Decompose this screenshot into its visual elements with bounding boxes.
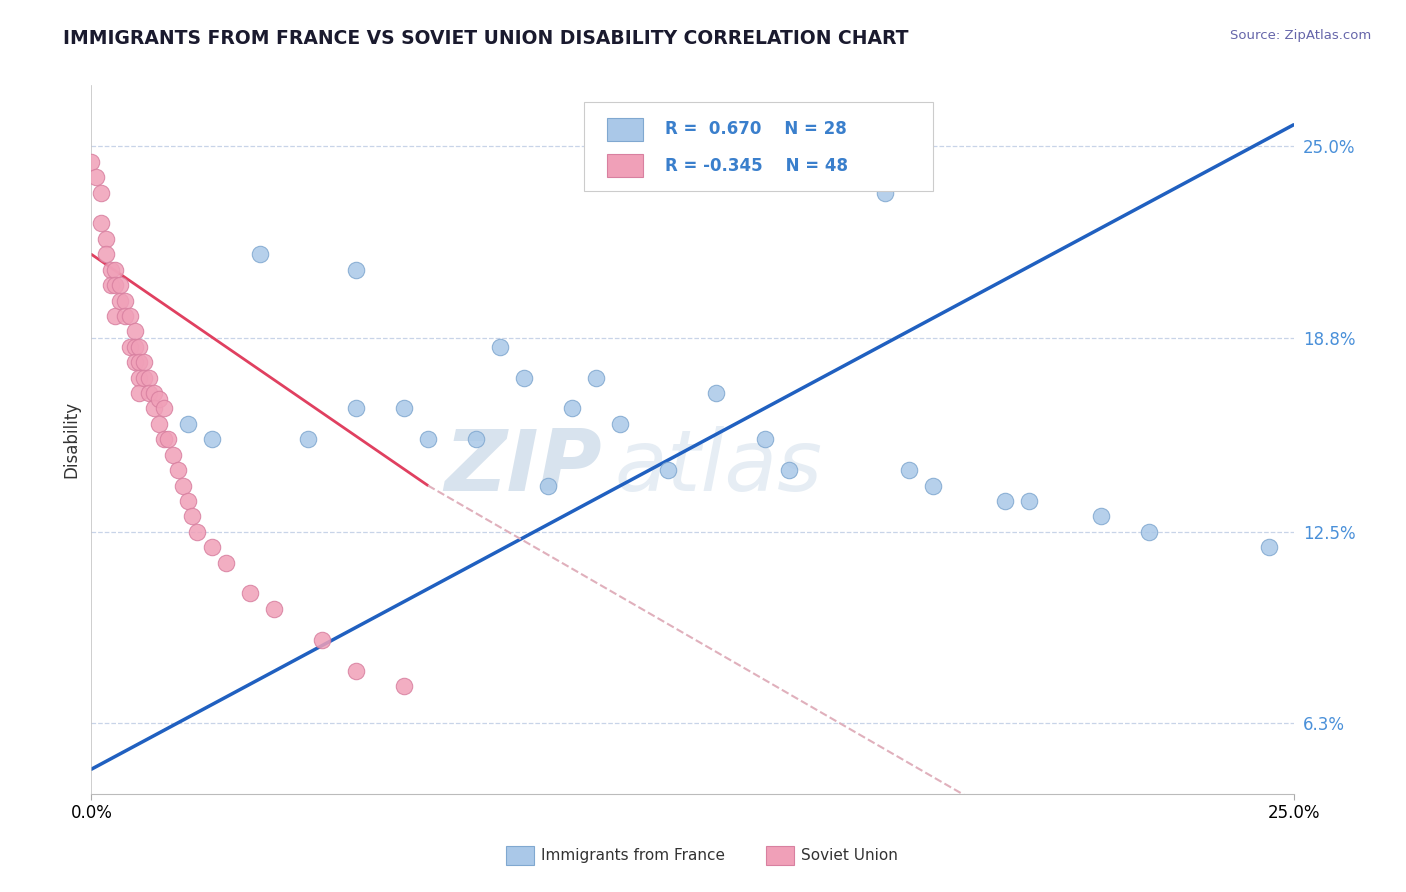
Point <box>152 433 174 447</box>
Point <box>201 540 224 554</box>
Point <box>134 370 156 384</box>
Point <box>128 386 150 401</box>
Point <box>104 278 127 293</box>
Point <box>118 340 141 354</box>
Point <box>114 293 136 308</box>
Text: atlas: atlas <box>614 426 823 509</box>
Point <box>1090 509 1112 524</box>
Point <box>148 392 170 407</box>
Point <box>90 217 112 231</box>
Point <box>801 154 824 169</box>
Point <box>392 401 415 416</box>
Point <box>249 247 271 261</box>
Point <box>344 262 367 277</box>
Point <box>138 370 160 384</box>
Text: ZIP: ZIP <box>444 426 602 509</box>
Point <box>176 417 198 431</box>
Point <box>142 401 165 416</box>
Point <box>344 401 367 416</box>
Point <box>215 556 238 570</box>
FancyBboxPatch shape <box>607 118 643 141</box>
Point <box>609 417 631 431</box>
Point <box>561 401 583 416</box>
Point <box>994 494 1017 508</box>
Y-axis label: Disability: Disability <box>62 401 80 478</box>
Point <box>162 448 184 462</box>
Point <box>134 355 156 369</box>
Point <box>124 355 146 369</box>
Point <box>138 386 160 401</box>
Point <box>392 679 415 693</box>
Point <box>100 262 122 277</box>
Point <box>344 664 367 678</box>
FancyBboxPatch shape <box>607 154 643 177</box>
Point <box>897 463 920 477</box>
Point <box>124 340 146 354</box>
Point <box>167 463 190 477</box>
Point <box>148 417 170 431</box>
Point <box>706 386 728 401</box>
Point <box>118 309 141 323</box>
Point <box>90 186 112 200</box>
Point <box>176 494 198 508</box>
Point <box>754 433 776 447</box>
Point <box>489 340 512 354</box>
Point <box>94 232 117 246</box>
Text: IMMIGRANTS FROM FRANCE VS SOVIET UNION DISABILITY CORRELATION CHART: IMMIGRANTS FROM FRANCE VS SOVIET UNION D… <box>63 29 908 47</box>
Point <box>465 433 488 447</box>
Point <box>513 370 536 384</box>
Point <box>585 370 607 384</box>
Point <box>181 509 204 524</box>
Point <box>263 602 285 616</box>
Point <box>1018 494 1040 508</box>
Point <box>128 370 150 384</box>
FancyBboxPatch shape <box>585 103 934 191</box>
Point <box>239 586 262 600</box>
Text: R = -0.345    N = 48: R = -0.345 N = 48 <box>665 157 848 175</box>
Point <box>80 154 103 169</box>
Point <box>201 433 224 447</box>
Point <box>152 401 174 416</box>
Point <box>311 632 333 647</box>
Point <box>104 309 127 323</box>
Point <box>128 355 150 369</box>
Point <box>1137 524 1160 539</box>
Point <box>124 325 146 339</box>
Point <box>172 478 194 492</box>
Point <box>104 262 127 277</box>
Point <box>110 278 132 293</box>
Point <box>657 463 679 477</box>
Point <box>297 433 319 447</box>
Text: Immigrants from France: Immigrants from France <box>541 848 725 863</box>
Text: Source: ZipAtlas.com: Source: ZipAtlas.com <box>1230 29 1371 42</box>
Point <box>873 186 896 200</box>
Point <box>142 386 165 401</box>
Point <box>114 309 136 323</box>
Point <box>416 433 439 447</box>
Point <box>537 478 560 492</box>
Text: R =  0.670    N = 28: R = 0.670 N = 28 <box>665 120 846 138</box>
Point <box>157 433 180 447</box>
Point <box>922 478 945 492</box>
Point <box>128 340 150 354</box>
Point <box>110 293 132 308</box>
Point <box>100 278 122 293</box>
Point <box>94 247 117 261</box>
Point <box>1258 540 1281 554</box>
Point <box>778 463 800 477</box>
Point <box>84 170 107 185</box>
Text: Soviet Union: Soviet Union <box>801 848 898 863</box>
Point <box>186 524 208 539</box>
